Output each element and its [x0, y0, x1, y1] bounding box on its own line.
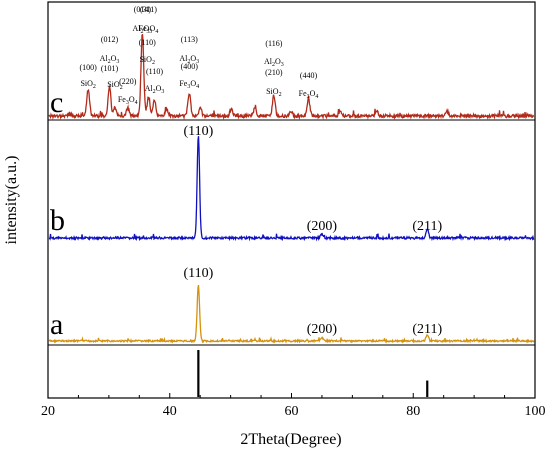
c-ann-phase-2: SiO2: [107, 80, 122, 91]
c-ann-miller-9: (116): [265, 39, 282, 48]
c-ann-phase-10: Fe3O4: [299, 89, 319, 100]
plot-frame: [47, 1, 536, 399]
c-ann-phase-6: SiO2: [139, 55, 154, 66]
x-axis: 20 40 60 80 100: [41, 393, 546, 419]
c-ann-miller-8: (113): [181, 35, 198, 44]
x-tick-label-1: 40: [163, 404, 177, 419]
c-ann-phase-3: Fe3O4: [118, 95, 138, 106]
c-ann-phase-9: Al2O3: [264, 57, 284, 68]
c-ann-miller-7: (110): [146, 67, 163, 76]
x-tick-label-4: 100: [525, 404, 546, 419]
c-ann-miller2-1: (101): [101, 64, 119, 73]
series-label-a: a: [50, 308, 63, 341]
series-line-a: [48, 284, 535, 344]
c-ann-phase2-9: SiO2: [266, 87, 281, 98]
label-layer: a (110) (200) (211) b (110) (200) (211) c (100) Si…: [50, 5, 442, 341]
c-ann-miller-3: (220): [119, 77, 137, 86]
c-ann-phase-1: Al2O3: [100, 54, 120, 65]
peak-label-a-0: (110): [183, 266, 213, 281]
c-ann-phase-4: Al2O3: [132, 24, 152, 35]
reference-layer: [197, 350, 429, 397]
peak-label-a-1: (200): [307, 322, 338, 337]
peak-label-b-1: (200): [307, 219, 338, 234]
peak-label-b-0: (110): [183, 124, 213, 139]
c-ann-miller-10: (440): [300, 71, 318, 80]
x-tick-label-2: 60: [285, 404, 299, 419]
x-tick-label-3: 80: [406, 404, 420, 419]
c-ann-phase-7: Al2O3: [145, 84, 165, 95]
c-ann-miller-0: (100): [80, 63, 98, 72]
series-line-c: [48, 33, 535, 121]
peak-label-b-2: (211): [412, 219, 442, 234]
series-label-c: c: [50, 86, 63, 119]
c-ann-miller-5: (311): [140, 5, 157, 14]
c-ann-miller-6: (110): [139, 38, 156, 47]
c-ann-miller2-9: (210): [265, 68, 283, 77]
c-ann-phase2-8: Fe3O4: [179, 79, 199, 90]
series-layer: [48, 33, 535, 344]
series-label-b: b: [50, 204, 65, 237]
y-axis-title: intensity(a.u.): [3, 156, 20, 245]
series-line-b: [48, 136, 535, 242]
c-ann-miller-4: (014): [134, 5, 152, 14]
x-tick-label-0: 20: [41, 404, 55, 419]
c-ann-phase-5: Fe3O4: [139, 24, 159, 35]
peak-label-a-2: (211): [412, 322, 442, 337]
x-axis-title: 2Theta(Degree): [240, 431, 341, 448]
c-ann-miller2-8: (400): [181, 62, 199, 71]
c-ann-phase-8: Al2O3: [179, 54, 199, 65]
c-ann-phase-0: SiO2: [80, 79, 95, 90]
c-ann-miller-1: (012): [101, 35, 119, 44]
